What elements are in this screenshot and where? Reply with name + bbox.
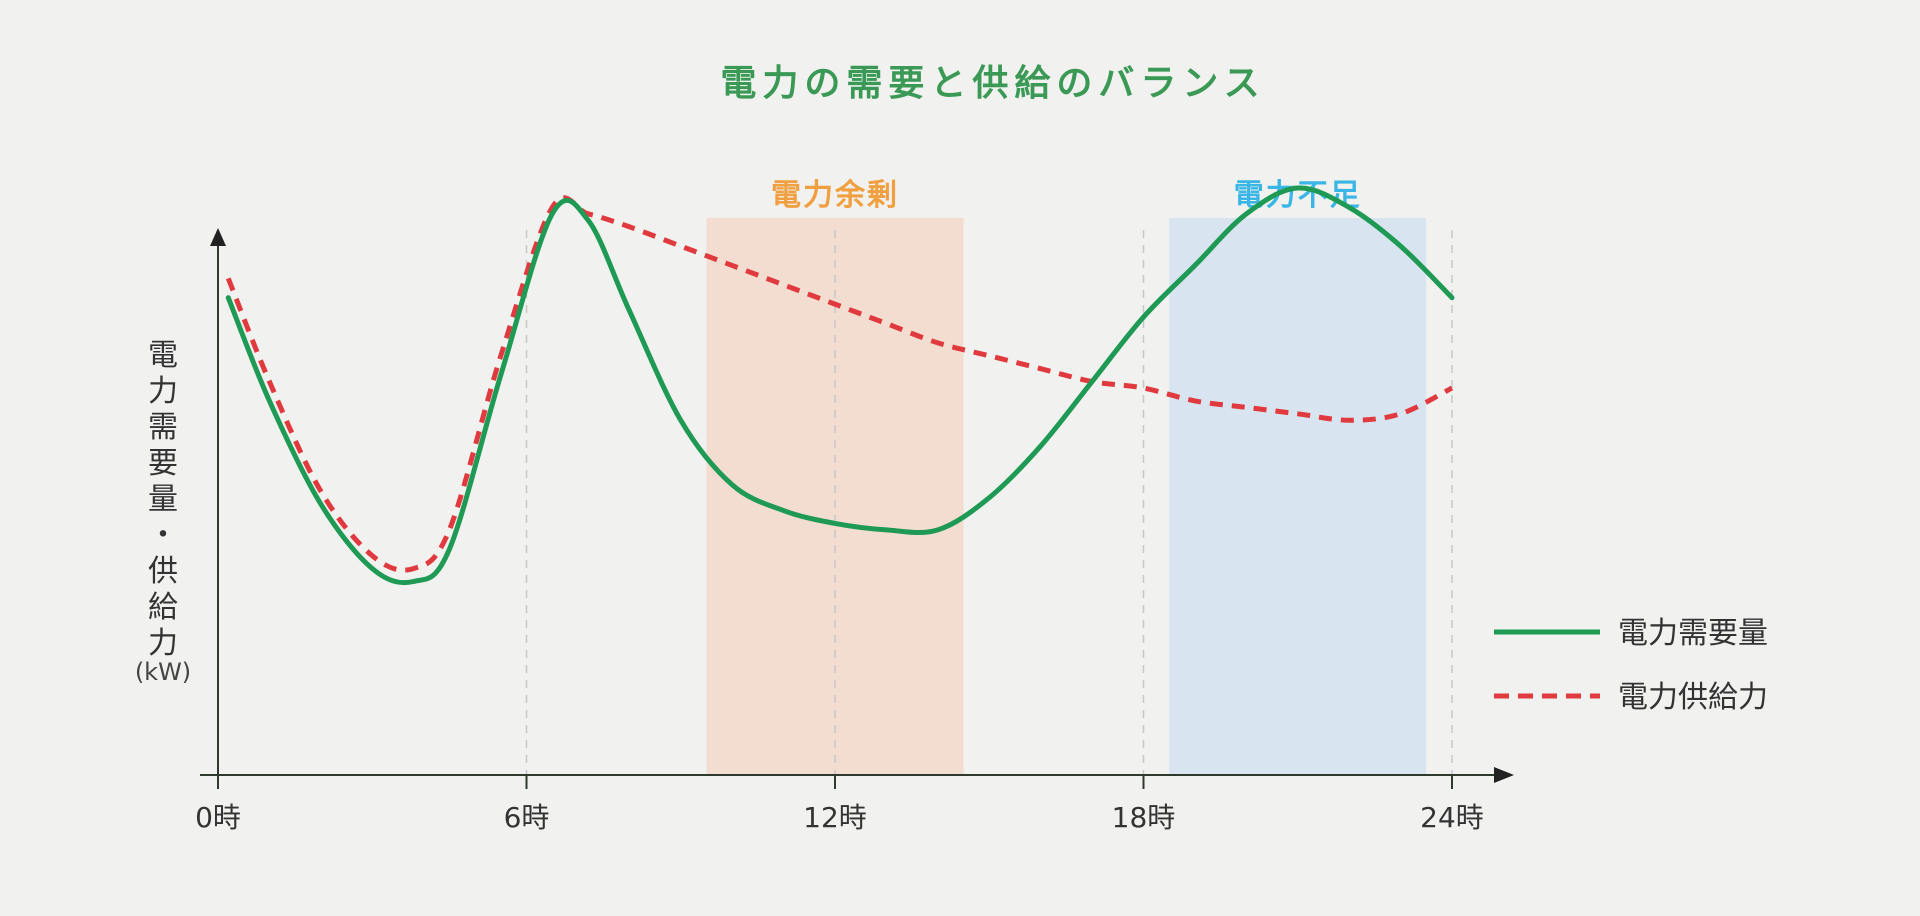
series-line-0 (225, 185, 1455, 586)
y-axis-label-char-4: 量 (148, 482, 178, 517)
y-axis-label-char-7: 給 (148, 590, 178, 625)
x-tick-label-4: 24時 (1420, 801, 1484, 834)
y-axis-label-char-0: 電 (148, 338, 178, 373)
axes (200, 228, 1514, 789)
y-axis-arrow (210, 228, 226, 246)
series-line-1 (225, 195, 1454, 573)
region-label-0: 電力余剰 (771, 178, 899, 213)
y-axis-label-char-1: 力 (148, 374, 178, 409)
y-axis-label-char-3: 要 (148, 446, 178, 481)
chart-title: 電力の需要と供給のバランス (720, 63, 1265, 104)
y-axis-label: 電力需要量・供給力 (148, 338, 178, 661)
x-tick-label-1: 6時 (504, 801, 550, 834)
series-lines (225, 185, 1455, 586)
x-tick-label-0: 0時 (195, 801, 241, 834)
region-band-1 (1169, 218, 1427, 775)
x-axis-arrow (1494, 767, 1514, 783)
y-axis-label-char-6: 供 (148, 554, 178, 589)
legend-label-1: 電力供給力 (1618, 680, 1768, 715)
legend-label-0: 電力需要量 (1618, 616, 1768, 651)
y-axis-label-char-8: 力 (148, 626, 178, 661)
y-axis-label-char-5: ・ (148, 518, 178, 553)
region-bands: 電力余剰 電力不足 (706, 178, 1427, 775)
x-tick-labels: 0時 6時 12時 18時 24時 (195, 801, 1484, 834)
vertical-gridlines (525, 230, 1453, 775)
x-tick-label-3: 18時 (1112, 801, 1176, 834)
x-tick-label-2: 12時 (803, 801, 867, 834)
y-axis-unit: (kW) (135, 658, 191, 686)
y-axis-label-char-2: 需 (148, 410, 178, 445)
